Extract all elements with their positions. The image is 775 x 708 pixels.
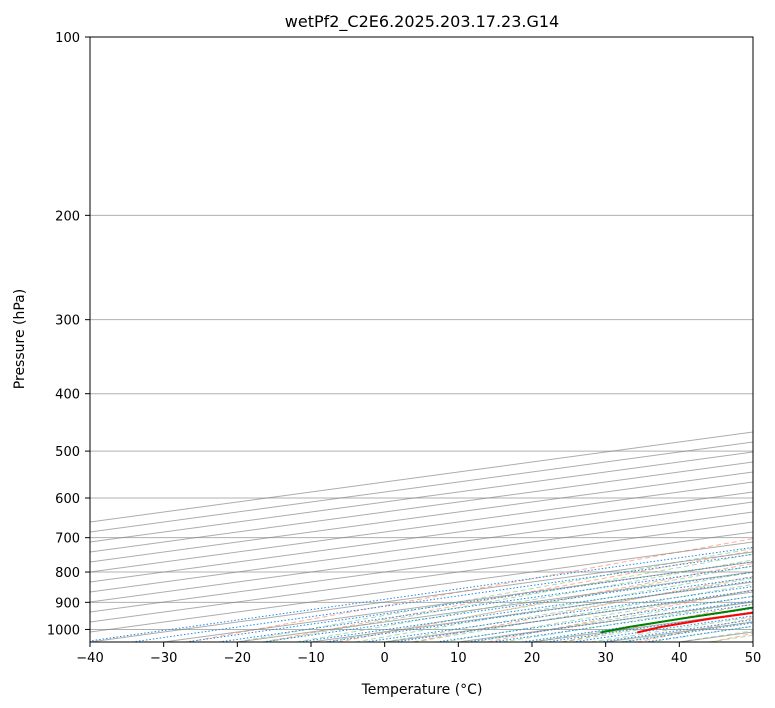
isotherm-line (90, 531, 753, 623)
moist-adiabat-line (237, 548, 753, 642)
y-tick-label: 200 (55, 209, 80, 224)
x-tick-label: 10 (450, 651, 467, 666)
isotherm-line (90, 521, 753, 613)
moist-adiabat-line (473, 595, 753, 642)
x-tick-label: 30 (597, 651, 614, 666)
dry-adiabat-line (487, 589, 753, 642)
isotherm-line (90, 461, 753, 553)
moist-adiabat-line (266, 553, 753, 642)
y-tick-label: 500 (55, 445, 80, 460)
isotherm-line (90, 481, 753, 573)
x-tick-label: −20 (224, 651, 251, 666)
x-tick-label: −10 (297, 651, 324, 666)
moist-adiabat-line (414, 583, 753, 642)
mixing-ratio-line (492, 603, 753, 642)
y-tick-label: 300 (55, 314, 80, 329)
isotherms (90, 431, 753, 642)
isotherm-line (90, 511, 753, 603)
y-tick-label: 1000 (47, 623, 80, 638)
x-axis-label: Temperature (°C) (361, 682, 483, 698)
y-tick-label: 600 (55, 492, 80, 507)
mixing-ratio-line (131, 553, 753, 642)
x-axis: −40 −30 −20 −10 0 10 20 30 40 50 (76, 642, 761, 666)
y-tick-label: 400 (55, 388, 80, 403)
y-axis: 100 200 300 400 500 600 700 800 900 1000 (47, 31, 90, 638)
mixing-ratio-line (436, 595, 753, 642)
x-tick-label: 40 (671, 651, 688, 666)
isotherm-line (90, 491, 753, 583)
pressure-gridlines (90, 37, 753, 630)
x-tick-label: −40 (76, 651, 103, 666)
dry-adiabat-line (412, 575, 753, 642)
x-tick-label: 20 (524, 651, 541, 666)
isotherm-line (90, 451, 753, 543)
isotherm-line (90, 471, 753, 563)
y-axis-label: Pressure (hPa) (12, 289, 28, 389)
x-tick-label: −30 (150, 651, 177, 666)
mixing-ratio-line (90, 546, 753, 642)
chart-title: wetPf2_C2E6.2025.203.17.23.G14 (285, 12, 559, 32)
dry-adiabat-line (263, 550, 753, 642)
isotherm-line (90, 501, 753, 593)
x-tick-label: 50 (745, 651, 762, 666)
plot-background (90, 37, 753, 642)
y-tick-label: 800 (55, 566, 80, 581)
moist-adiabats (237, 548, 753, 642)
moist-adiabat-line (355, 571, 753, 642)
plot-frame (89, 36, 754, 643)
y-tick-label: 900 (55, 596, 80, 611)
y-tick-label: 700 (55, 532, 80, 547)
x-tick-label: 0 (381, 651, 389, 666)
y-tick-label: 100 (55, 31, 80, 46)
moist-adiabat-line (325, 565, 753, 642)
